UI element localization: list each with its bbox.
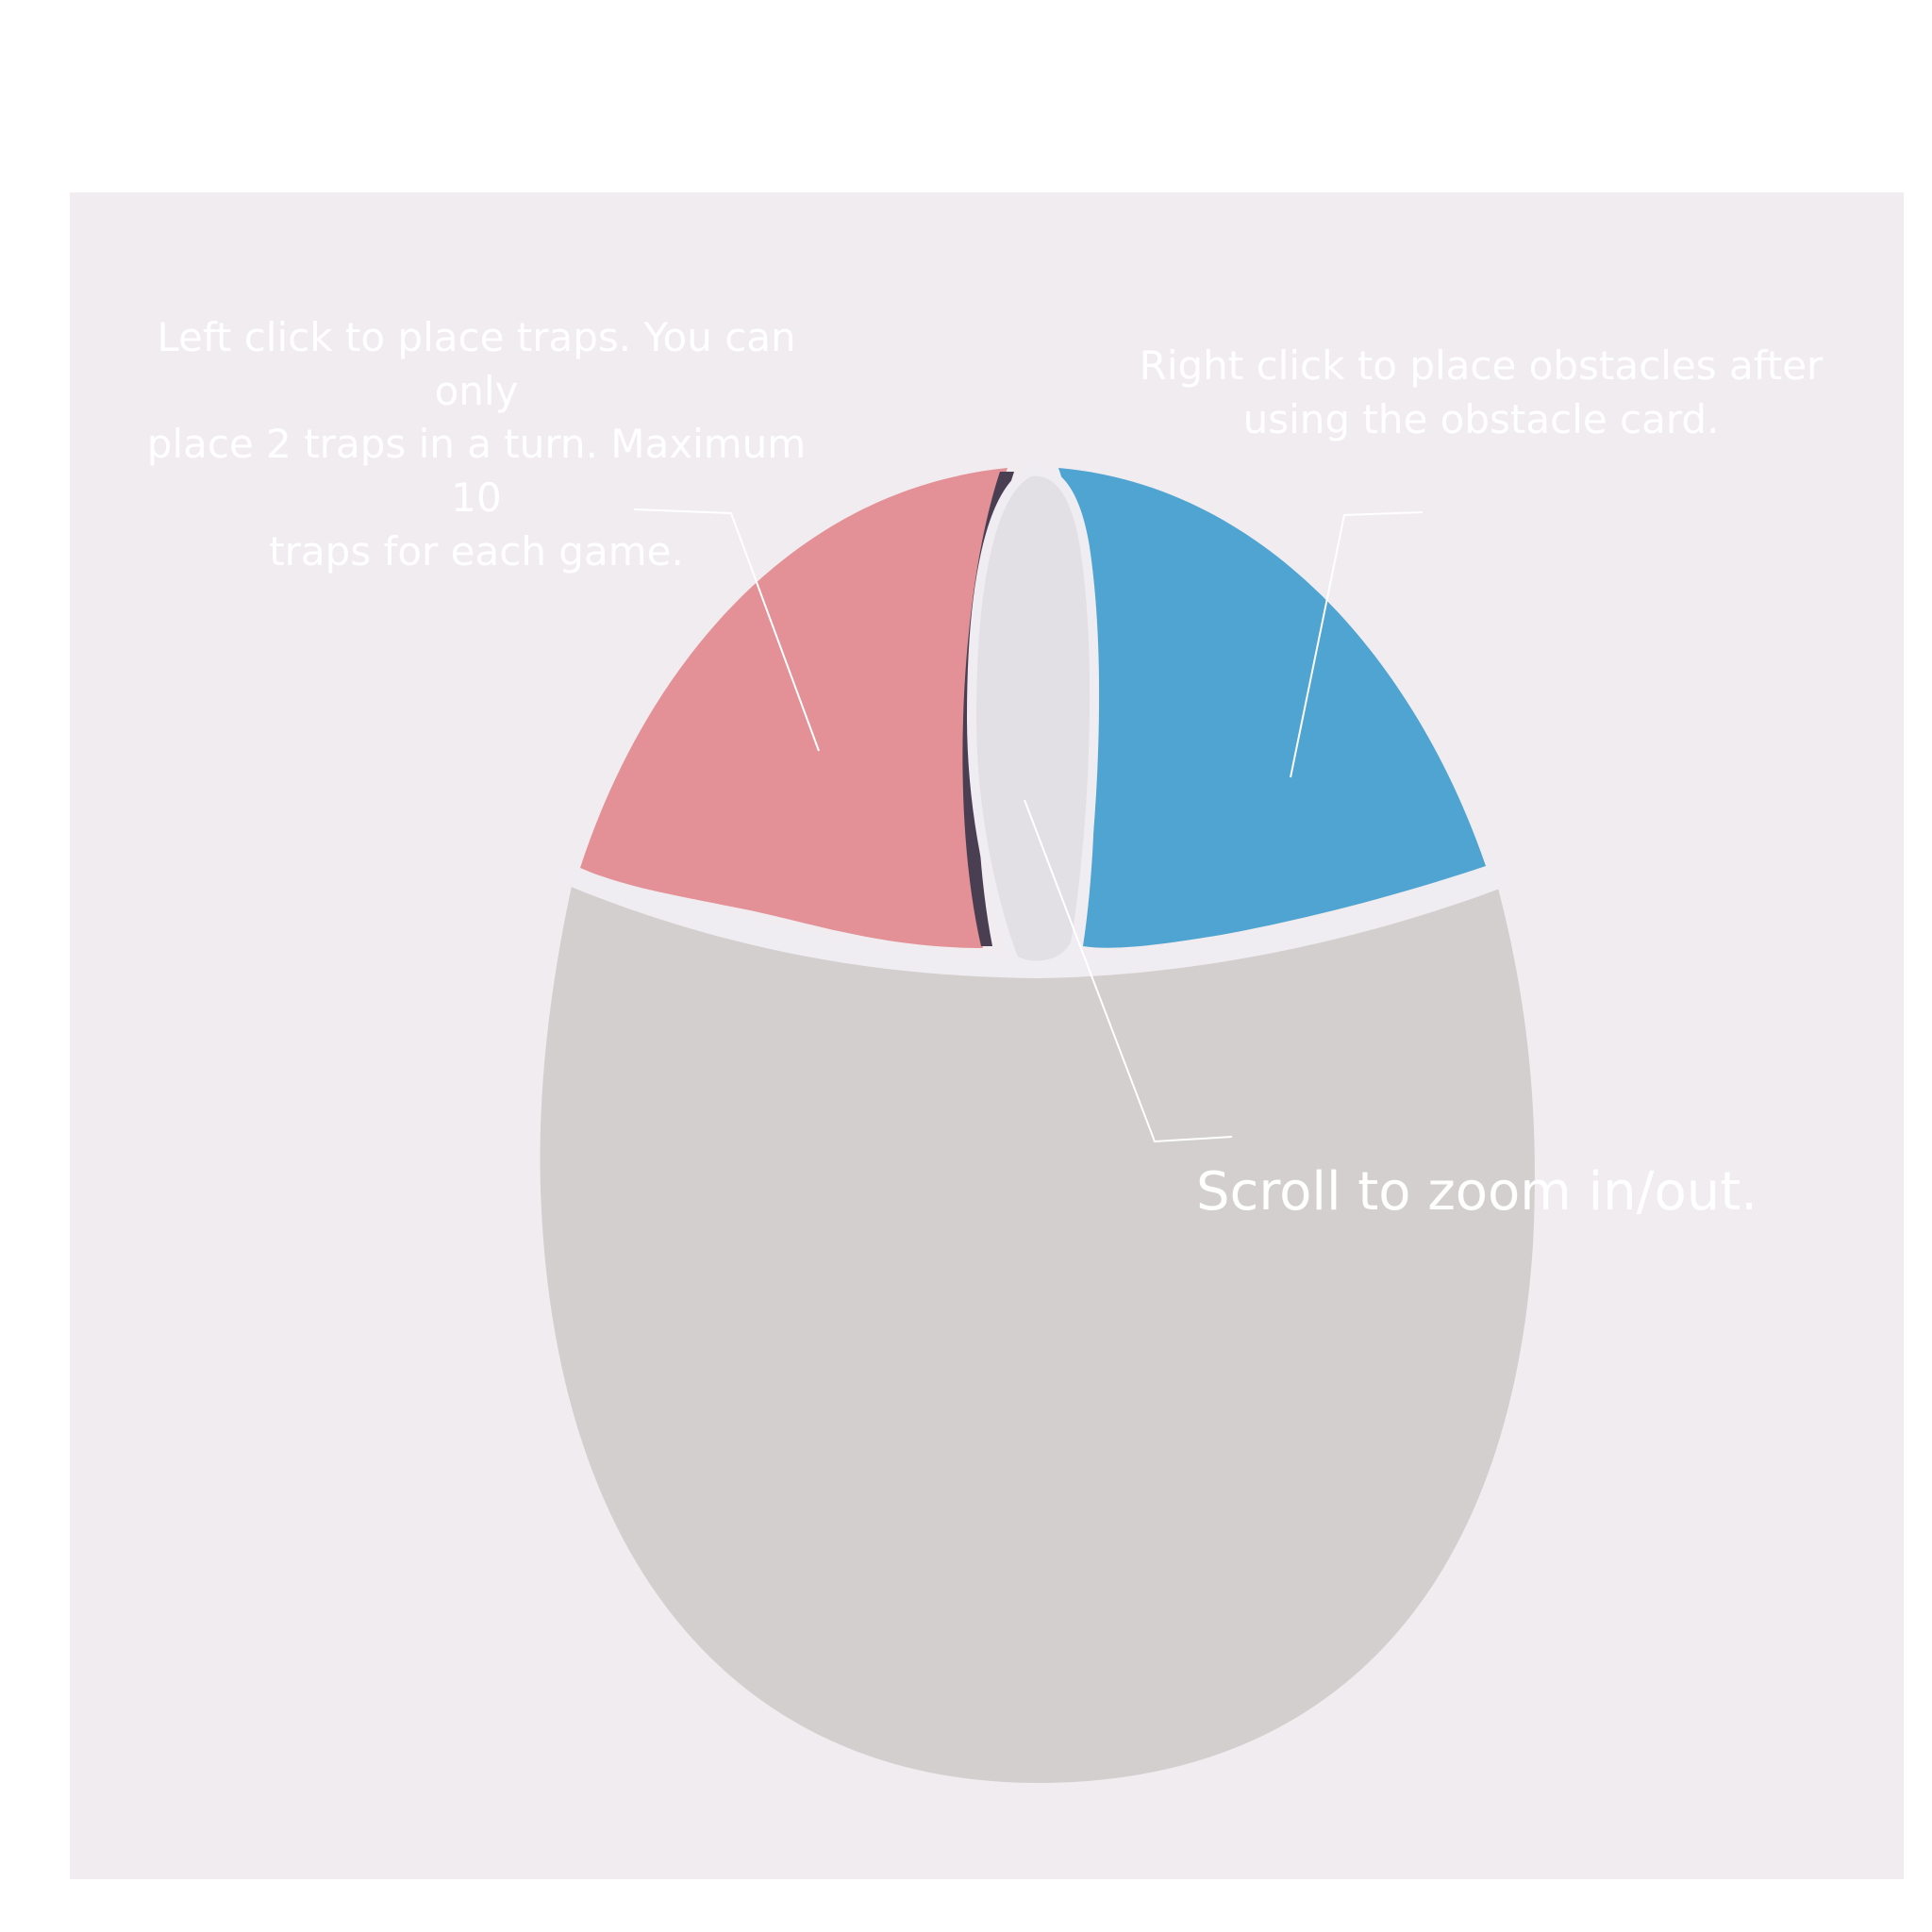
right-callout-line [1290,511,1424,778]
mouse-body [540,877,1535,1783]
right-mouse-button[interactable] [1058,468,1486,948]
left-mouse-button[interactable] [580,468,1008,948]
right-click-caption: Right click to place obstacles after usi… [1139,342,1824,442]
button-divider [571,858,1500,978]
scroll-wheel[interactable] [966,466,1100,971]
left-click-caption: Left click to place traps. You can only … [146,314,807,575]
scroll-callout-line [1024,799,1233,1143]
left-callout-line [633,508,820,752]
scroll-caption: Scroll to zoom in/out. [1196,1161,1758,1223]
